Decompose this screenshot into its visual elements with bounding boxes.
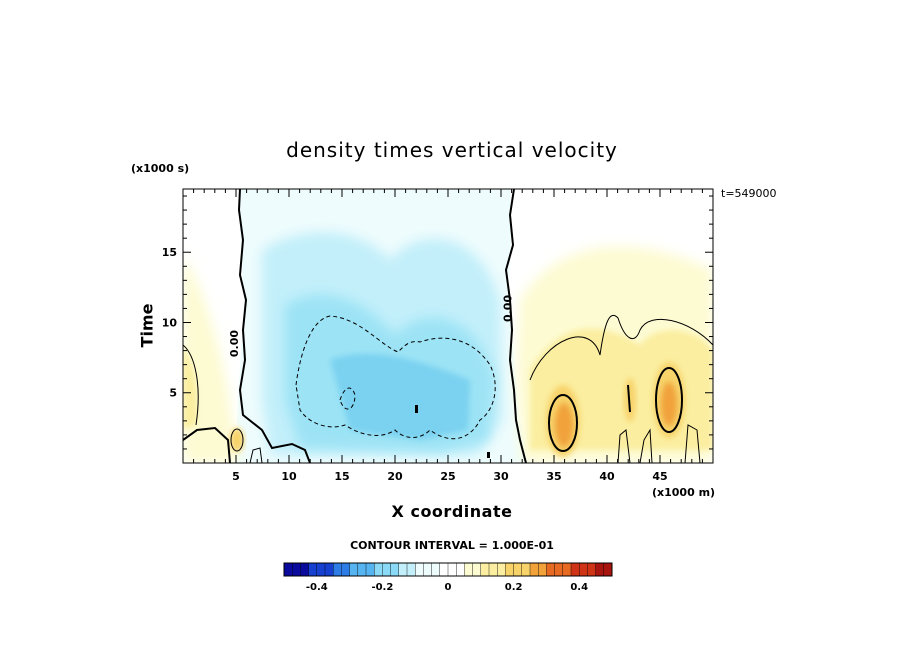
positive-contour-right: [529, 314, 713, 381]
colorbar-cell: [595, 562, 605, 577]
colorbar-cell: [546, 562, 556, 577]
colorbar-cell: [554, 562, 564, 577]
colorbar-cell: [349, 562, 359, 577]
contour-interval-label: CONTOUR INTERVAL = 1.000E-01: [350, 539, 554, 552]
negative-contour-small: [339, 387, 356, 410]
chart-title: density times vertical velocity: [286, 138, 618, 162]
positive-contour-left: [230, 428, 244, 452]
zero-contour-right: [504, 189, 527, 463]
colorbar-cell: [464, 562, 474, 577]
colorbar-cell: [398, 562, 408, 577]
positive-region-left-mid: [183, 345, 198, 430]
y-axis-units: (x1000 s): [131, 162, 190, 175]
colorbar-tick-label: 0.4: [570, 582, 588, 593]
positive-region-left: [183, 255, 240, 463]
y-tick-label: 10: [162, 316, 178, 329]
negative-region-core: [330, 353, 470, 440]
colorbar-cell: [480, 562, 490, 577]
colorbar-cell: [406, 562, 416, 577]
positive-small-5: [230, 428, 244, 452]
axis-ticks: [183, 189, 713, 463]
colorbar-cell: [603, 562, 613, 577]
colorbar-cell: [333, 562, 342, 577]
colorbar-cell: [390, 562, 400, 577]
colorbar-cell: [529, 562, 539, 577]
colorbar-cell: [431, 562, 441, 577]
colorbar-cell: [521, 562, 531, 577]
positive-contour-35: [548, 394, 578, 452]
colorbar-cell: [283, 562, 293, 577]
colorbar-cell: [538, 562, 547, 577]
colorbar-cell: [579, 562, 588, 577]
colorbar-cell: [447, 562, 457, 577]
contour-label: 0.00: [228, 330, 241, 357]
x-tick-label: 10: [281, 470, 297, 483]
contour-label: 0.00: [502, 295, 515, 322]
colorbar-cell: [415, 562, 424, 577]
colorbar-cell: [292, 562, 301, 577]
timestamp-label: t=549000: [721, 187, 777, 200]
colorbar-cell: [456, 562, 465, 577]
colorbar-cell: [513, 562, 523, 577]
colorbar-cell: [357, 562, 367, 577]
x-axis-label: X coordinate: [391, 502, 513, 521]
axis-tick-labels: 5 10 15 20 25 30 35 40 45 5 10 15: [162, 246, 668, 483]
x-tick-label: 15: [334, 470, 349, 483]
contour-bottom-left: [249, 447, 263, 463]
contour-labels: 0.00 0.00: [228, 295, 514, 358]
colorbar-cell: [472, 562, 482, 577]
colorbar-cell: [316, 562, 326, 577]
small-marker: [487, 452, 490, 458]
x-tick-label: 5: [232, 470, 240, 483]
positive-contour-45: [655, 367, 683, 433]
positive-contour-42: [627, 384, 631, 413]
positive-contour-left-edge: [183, 344, 199, 426]
zero-contour-bottom-left: [183, 426, 231, 463]
y-tick-label: 15: [162, 246, 177, 259]
colorbar-cell: [587, 562, 597, 577]
x-tick-label: 25: [440, 470, 455, 483]
shaded-field: [183, 189, 713, 463]
colorbar-cell: [505, 562, 515, 577]
negative-contour: [295, 315, 496, 440]
colorbar-cell: [497, 562, 506, 577]
x-axis-units: (x1000 m): [652, 486, 716, 499]
colorbar-cell: [341, 562, 351, 577]
y-tick-label: 5: [169, 387, 177, 400]
colorbar-cell: [324, 562, 334, 577]
x-tick-label: 45: [652, 470, 667, 483]
colorbar-cell: [308, 562, 318, 577]
colorbar-tick-label: 0.2: [505, 582, 523, 593]
x-tick-label: 20: [387, 470, 403, 483]
colorbar-cell: [439, 562, 449, 577]
colorbar-cell: [488, 562, 498, 577]
zero-contour-left: [237, 189, 311, 463]
x-tick-label: 30: [493, 470, 509, 483]
positive-max-45: [661, 382, 677, 426]
contour-bottom-right: [617, 424, 701, 463]
x-tick-label: 40: [599, 470, 615, 483]
colorbar-cell: [374, 562, 383, 577]
positive-max-35: [555, 403, 573, 447]
colorbar-tick-label: -0.2: [371, 582, 393, 593]
colorbar-tick-label: 0: [445, 582, 452, 593]
negative-min-marker: [415, 405, 418, 413]
colorbar-tick-label: -0.4: [306, 582, 328, 593]
colorbar-frame: [283, 562, 613, 577]
colorbar-cell: [570, 562, 580, 577]
colorbar-cell: [365, 562, 375, 577]
colorbar-cell: [562, 562, 572, 577]
colorbar-cell: [382, 562, 392, 577]
colorbar-cell: [300, 562, 310, 577]
x-tick-label: 35: [546, 470, 561, 483]
colorbar: -0.4 -0.2 0 0.2 0.4: [283, 562, 613, 593]
colorbar-cell: [423, 562, 433, 577]
